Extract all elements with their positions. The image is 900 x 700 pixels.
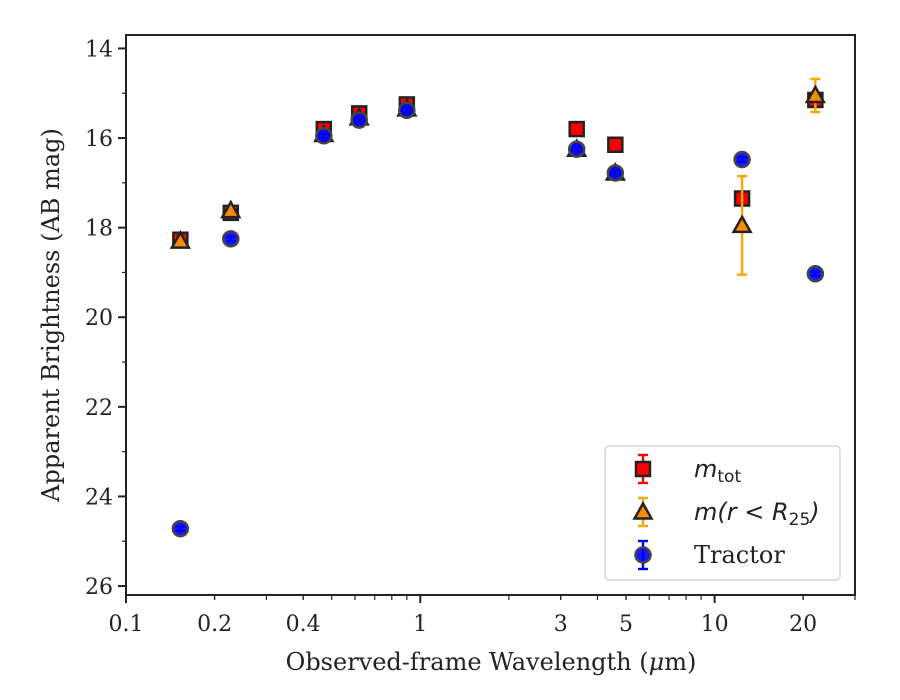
triangle-marker [220, 199, 242, 219]
x-tick-label: 10 [701, 612, 729, 637]
circle-marker [567, 140, 586, 158]
y-tick-label: 16 [85, 127, 113, 152]
x-tick-label: 0.4 [286, 612, 321, 637]
legend-label: m(r < R25) [694, 498, 820, 530]
data-point-circle [315, 127, 333, 145]
legend-entry: mtot [634, 453, 741, 487]
x-axis-label: Observed-frame Wavelength (μm) [286, 648, 697, 676]
x-tick-label: 3 [554, 612, 568, 637]
data-point-circle [222, 230, 240, 248]
circle-marker [171, 519, 190, 538]
data-point-circle [398, 101, 416, 120]
circle-marker [315, 127, 333, 145]
data-point-circle [567, 140, 586, 158]
x-tick-label: 0.1 [109, 612, 144, 637]
y-tick-label: 20 [85, 306, 113, 331]
circle-marker [606, 164, 625, 182]
plot-frame [125, 34, 856, 596]
y-tick-label: 18 [85, 217, 113, 242]
data-point-square [568, 120, 585, 138]
data-point-circle [733, 150, 751, 169]
series-circle [171, 101, 825, 538]
square-marker [607, 136, 624, 154]
data-point-circle [806, 265, 825, 283]
y-tick-label: 26 [85, 575, 113, 600]
data-point-circle [171, 519, 190, 538]
series-square [172, 91, 824, 248]
legend-entry: m(r < R25) [632, 496, 820, 530]
triangle-marker [731, 214, 753, 234]
data-point-square [607, 136, 624, 154]
legend-box [604, 445, 841, 581]
circle-marker [350, 111, 368, 129]
series-triangle [169, 77, 827, 276]
circle-marker [222, 230, 240, 248]
circle-marker [634, 546, 652, 564]
data-point-triangle [731, 174, 753, 276]
legend: mtot m(r < R25) Tractor [604, 445, 841, 581]
y-tick-label: 22 [85, 396, 113, 421]
circle-marker [733, 150, 751, 169]
y-tick-label: 24 [85, 485, 113, 510]
x-tick-label: 1 [413, 612, 427, 637]
y-axis-label: Apparent Brightness (AB mag) [37, 128, 65, 503]
data-point-circle [350, 111, 368, 129]
axes: 14 16 18 20 22 24 26 0.1 0.2 0.4 1 3 5 10 20 [85, 34, 856, 637]
data-point-triangle [169, 230, 191, 249]
y-tick-label: 14 [85, 37, 113, 62]
legend-label: mtot [694, 455, 741, 487]
square-marker [568, 120, 585, 138]
data-markers [169, 77, 827, 538]
triangle-marker [169, 230, 191, 249]
square-marker [634, 460, 652, 478]
data-point-triangle [220, 199, 242, 219]
x-tick-label: 20 [789, 612, 817, 637]
triangle-marker [804, 84, 827, 104]
triangle-marker [632, 500, 654, 520]
data-point-triangle [804, 77, 827, 114]
circle-marker [398, 101, 416, 120]
x-tick-label: 0.2 [197, 612, 232, 637]
circle-marker [806, 265, 825, 283]
data-point-circle [606, 164, 625, 182]
x-tick-label: 5 [619, 612, 633, 637]
legend-label: Tractor [694, 541, 785, 569]
legend-entry: Tractor [634, 539, 785, 571]
